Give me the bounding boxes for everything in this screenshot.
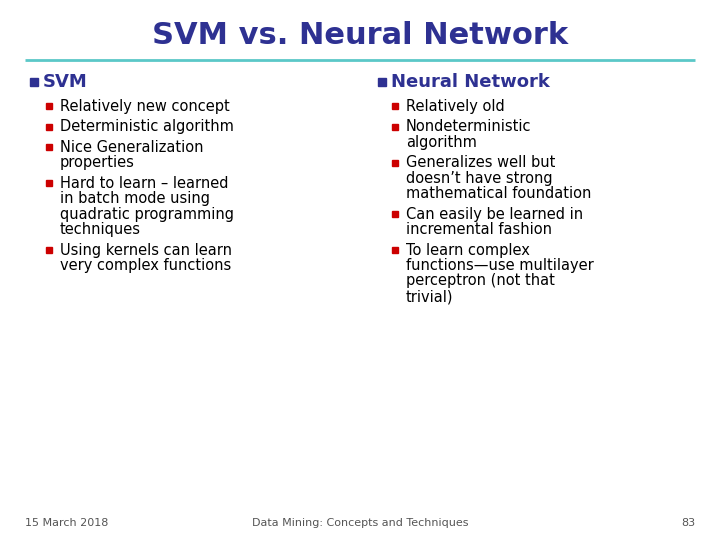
Text: 83: 83 [681, 518, 695, 528]
Text: trivial): trivial) [406, 289, 454, 304]
Text: Relatively new concept: Relatively new concept [60, 98, 230, 113]
Text: Generalizes well but: Generalizes well but [406, 155, 555, 170]
Text: Hard to learn – learned: Hard to learn – learned [60, 176, 228, 191]
Text: Relatively old: Relatively old [406, 98, 505, 113]
Text: SVM: SVM [43, 73, 88, 91]
Bar [46, 180, 52, 186]
Text: Deterministic algorithm: Deterministic algorithm [60, 119, 234, 134]
Text: Neural Network: Neural Network [391, 73, 550, 91]
Text: Nondeterministic: Nondeterministic [406, 119, 531, 134]
Bar [46, 247, 52, 253]
Text: perceptron (not that: perceptron (not that [406, 273, 555, 288]
Text: doesn’t have strong: doesn’t have strong [406, 171, 553, 186]
Text: quadratic programming: quadratic programming [60, 206, 234, 221]
Text: very complex functions: very complex functions [60, 258, 231, 273]
Bar [392, 211, 398, 217]
Text: Using kernels can learn: Using kernels can learn [60, 242, 232, 258]
Bar [392, 247, 398, 253]
Text: functions—use multilayer: functions—use multilayer [406, 258, 594, 273]
Bar [378, 78, 386, 86]
Bar [392, 159, 398, 165]
Bar [392, 103, 398, 109]
Text: Nice Generalization: Nice Generalization [60, 139, 204, 154]
Text: 15 March 2018: 15 March 2018 [25, 518, 109, 528]
Text: Data Mining: Concepts and Techniques: Data Mining: Concepts and Techniques [252, 518, 468, 528]
Bar [30, 78, 38, 86]
Text: techniques: techniques [60, 222, 141, 237]
Text: mathematical foundation: mathematical foundation [406, 186, 591, 201]
Bar [46, 103, 52, 109]
Text: Can easily be learned in: Can easily be learned in [406, 206, 583, 221]
Text: SVM vs. Neural Network: SVM vs. Neural Network [152, 21, 568, 50]
Text: incremental fashion: incremental fashion [406, 222, 552, 237]
Text: To learn complex: To learn complex [406, 242, 530, 258]
Bar [392, 124, 398, 130]
Bar [46, 124, 52, 130]
Bar [46, 144, 52, 150]
Text: in batch mode using: in batch mode using [60, 191, 210, 206]
Text: algorithm: algorithm [406, 134, 477, 150]
Text: properties: properties [60, 155, 135, 170]
